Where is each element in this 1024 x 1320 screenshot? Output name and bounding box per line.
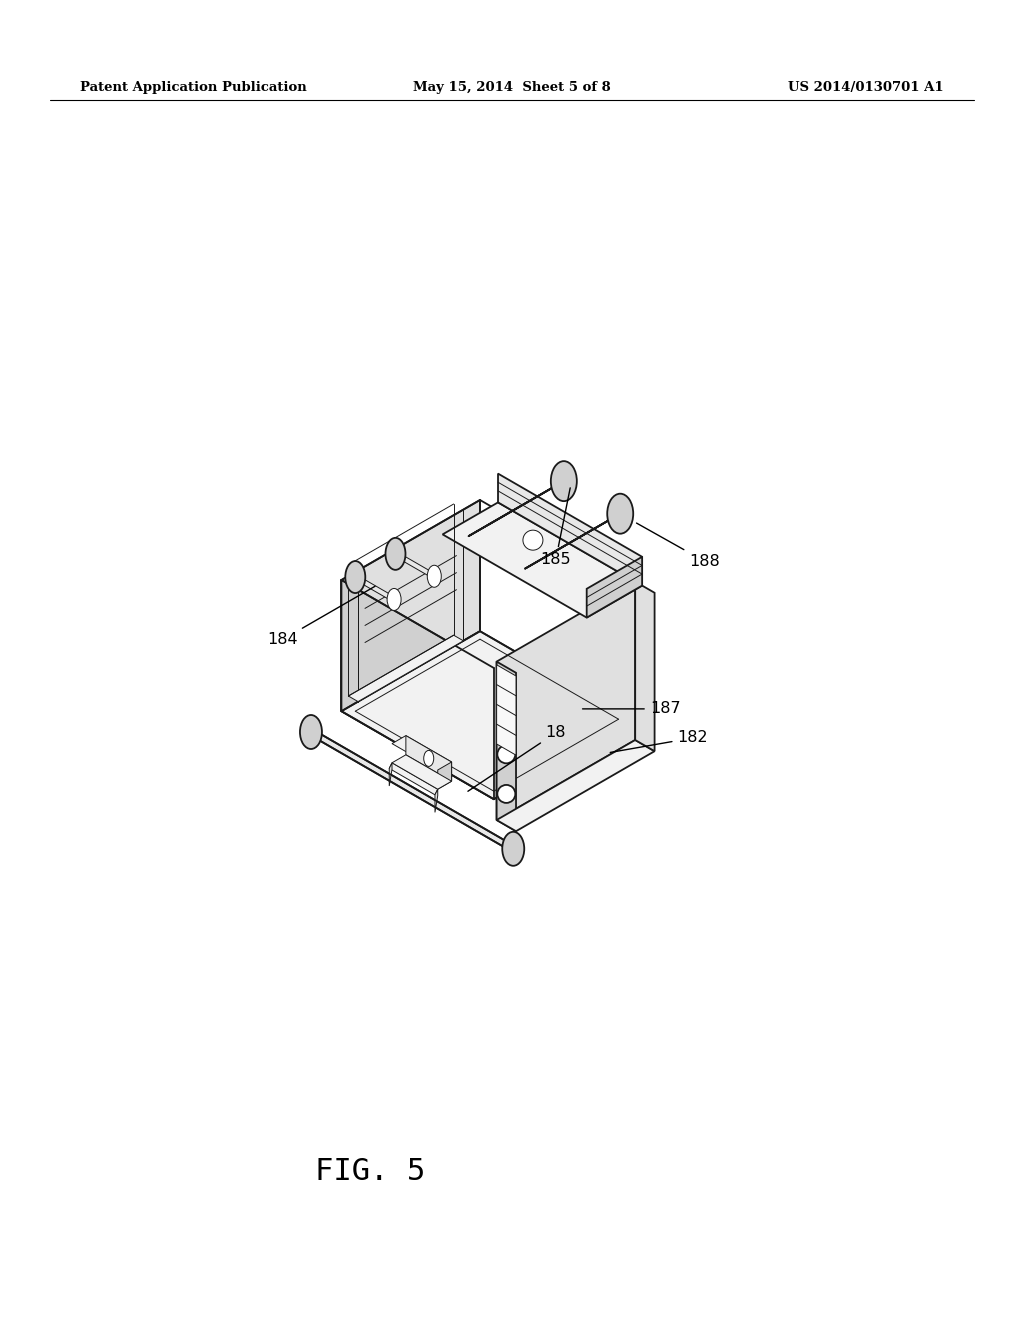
Polygon shape [635,582,654,751]
Text: FIG. 5: FIG. 5 [314,1158,425,1187]
Polygon shape [306,726,518,855]
Ellipse shape [502,832,524,866]
Ellipse shape [523,531,543,550]
Ellipse shape [427,565,441,587]
Ellipse shape [607,494,633,533]
Ellipse shape [498,698,515,715]
Text: US 2014/0130701 A1: US 2014/0130701 A1 [788,82,944,95]
Text: 184: 184 [267,586,375,647]
Polygon shape [392,755,452,789]
Polygon shape [469,475,573,536]
Text: 187: 187 [583,701,680,717]
Text: 182: 182 [610,730,709,752]
Ellipse shape [345,561,366,593]
Text: 185: 185 [541,488,571,568]
Polygon shape [392,735,452,770]
Polygon shape [497,582,635,820]
Polygon shape [497,665,516,755]
Polygon shape [406,735,452,781]
Polygon shape [389,763,437,795]
Text: May 15, 2014  Sheet 5 of 8: May 15, 2014 Sheet 5 of 8 [413,82,611,95]
Polygon shape [442,503,642,618]
Polygon shape [498,474,642,586]
Text: 188: 188 [637,523,720,569]
Polygon shape [497,741,654,832]
Polygon shape [348,635,464,702]
Polygon shape [525,508,630,569]
Polygon shape [437,762,452,789]
Ellipse shape [424,750,434,767]
Polygon shape [497,661,516,832]
Text: Patent Application Publication: Patent Application Publication [80,82,307,95]
Polygon shape [389,763,392,785]
Ellipse shape [551,461,577,502]
Polygon shape [341,631,633,799]
Ellipse shape [300,715,322,748]
Polygon shape [341,500,480,711]
Ellipse shape [498,746,515,763]
Polygon shape [587,557,642,618]
Ellipse shape [385,537,406,570]
Polygon shape [435,789,437,812]
Text: 18: 18 [468,725,566,791]
Ellipse shape [498,785,515,803]
Polygon shape [341,579,494,799]
Polygon shape [349,570,400,606]
Ellipse shape [387,589,401,610]
Polygon shape [390,548,440,582]
